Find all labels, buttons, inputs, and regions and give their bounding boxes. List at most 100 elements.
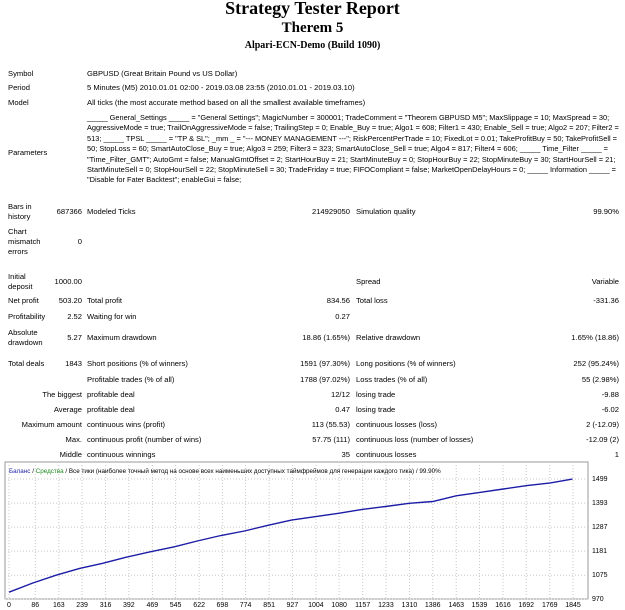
stat-label: The biggest: [42, 390, 82, 399]
stat-label: continuous loss (number of losses): [356, 435, 474, 444]
info-label: Model: [8, 98, 29, 107]
stat-label: continuous losses: [356, 450, 417, 459]
legend-entry: /: [32, 468, 34, 475]
stat-value: 5.27: [67, 333, 82, 342]
x-tick-label: 1616: [495, 602, 511, 609]
stat-value: 2 (-12.09): [586, 420, 619, 429]
x-tick-label: 1233: [378, 602, 394, 609]
stat-value: 1000.00: [54, 277, 82, 286]
stat-label: Loss trades (% of all): [356, 375, 428, 384]
stat-label: Maximum drawdown: [87, 333, 157, 342]
stat-value: 18.86 (1.65%): [302, 333, 350, 342]
stat-value: Variable: [591, 277, 619, 286]
stat-value: -12.09 (2): [586, 435, 619, 444]
x-tick-label: 851: [263, 602, 275, 609]
info-value: 5 Minutes (M5) 2010.01.01 02:00 - 2019.0…: [87, 83, 355, 92]
stat-label: continuous wins (profit): [87, 420, 166, 429]
stat-label: losing trade: [356, 405, 396, 414]
stat-label: continuous losses (loss): [356, 420, 438, 429]
x-tick-label: 622: [193, 602, 205, 609]
stat-value: 113 (55.53): [311, 420, 350, 429]
y-tick-label: 1287: [592, 524, 608, 531]
stat-label: Total deals: [8, 359, 45, 368]
x-tick-label: 1463: [448, 602, 464, 609]
stat-label: Total loss: [356, 296, 388, 305]
stat-label: Max.: [65, 435, 82, 444]
stat-value: 57.75 (111): [312, 435, 350, 444]
info-label: Symbol: [8, 69, 34, 78]
stat-label: Absolute drawdown: [8, 328, 43, 347]
stat-label: Profitable trades (% of all): [87, 375, 175, 384]
legend-entry: Средства: [36, 468, 64, 475]
report-subtitle: Therem 5: [281, 20, 344, 36]
stat-label: Waiting for win: [87, 312, 137, 321]
stat-label: Profitability: [8, 312, 46, 321]
stat-value: 99.90%: [593, 207, 619, 216]
stat-label: Average: [53, 405, 82, 414]
stat-label: Initial deposit: [8, 272, 33, 291]
stat-value: 1: [614, 450, 619, 459]
x-tick-label: 0: [7, 602, 11, 609]
x-tick-label: 86: [31, 602, 39, 609]
x-tick-label: 1769: [542, 602, 558, 609]
stat-value: -331.36: [593, 296, 619, 305]
stat-value: 12/12: [330, 390, 350, 399]
stat-label: Modeled Ticks: [87, 207, 136, 216]
stat-value: -6.02: [601, 405, 619, 414]
y-tick-label: 1393: [592, 500, 608, 507]
stat-value: 55 (2.98%): [581, 375, 619, 384]
parameters-text: _____ General_Settings _____ = "General …: [87, 113, 619, 185]
stat-value: 35: [341, 450, 350, 459]
stat-label: Bars in history: [8, 202, 32, 221]
stat-label: Middle: [59, 450, 82, 459]
x-tick-label: 545: [170, 602, 182, 609]
x-tick-label: 698: [217, 602, 229, 609]
stat-value: 1591 (97.30%): [300, 359, 350, 368]
report-server: Alpari-ECN-Demo (Build 1090): [244, 40, 381, 51]
stat-value: 252 (95.24%): [573, 359, 619, 368]
graph-legend: Баланс / Средства / Все тики (наиболее т…: [9, 467, 441, 475]
x-tick-label: 774: [240, 602, 252, 609]
x-tick-label: 469: [147, 602, 159, 609]
stat-label: Spread: [356, 277, 381, 286]
x-tick-label: 1004: [308, 602, 324, 609]
x-tick-label: 316: [100, 602, 112, 609]
x-tick-label: 239: [76, 602, 88, 609]
legend-entry: Баланс: [9, 468, 30, 475]
stat-value: 0: [77, 237, 82, 246]
stat-value: 834.56: [326, 296, 350, 305]
y-tick-label: 1499: [592, 476, 608, 483]
stat-label: profitable deal: [87, 390, 135, 399]
x-tick-label: 1310: [402, 602, 418, 609]
stat-value: 503.20: [58, 296, 82, 305]
graph-frame: [4, 461, 589, 600]
stat-value: 0.47: [335, 405, 350, 414]
stat-label: losing trade: [356, 390, 396, 399]
stat-label: Long positions (% of winners): [356, 359, 456, 368]
stat-label: Chart mismatch errors: [8, 227, 41, 256]
info-label: Period: [8, 83, 30, 92]
stat-value: 2.52: [67, 312, 82, 321]
info-label: Parameters: [8, 148, 48, 157]
x-tick-label: 1539: [472, 602, 488, 609]
x-tick-label: 1692: [518, 602, 534, 609]
stat-value: 1843: [65, 359, 82, 368]
y-tick-label: 1181: [592, 548, 607, 555]
x-tick-label: 392: [123, 602, 135, 609]
stat-label: Maximum amount: [21, 420, 82, 429]
stat-label: Short positions (% of winners): [87, 359, 188, 368]
y-tick-label: 970: [592, 596, 604, 603]
stat-value: 1.65% (18.86): [571, 333, 619, 342]
balance-line: [8, 478, 573, 593]
stat-label: profitable deal: [87, 405, 135, 414]
stat-label: Net profit: [8, 296, 39, 305]
x-tick-label: 1080: [331, 602, 347, 609]
info-value: All ticks (the most accurate method base…: [87, 98, 366, 107]
x-tick-label: 163: [53, 602, 65, 609]
stat-value: -9.88: [601, 390, 619, 399]
legend-entry: / Все тики (наиболее точный метод на осн…: [65, 467, 441, 475]
stat-label: Relative drawdown: [356, 333, 421, 342]
x-tick-label: 1386: [425, 602, 441, 609]
